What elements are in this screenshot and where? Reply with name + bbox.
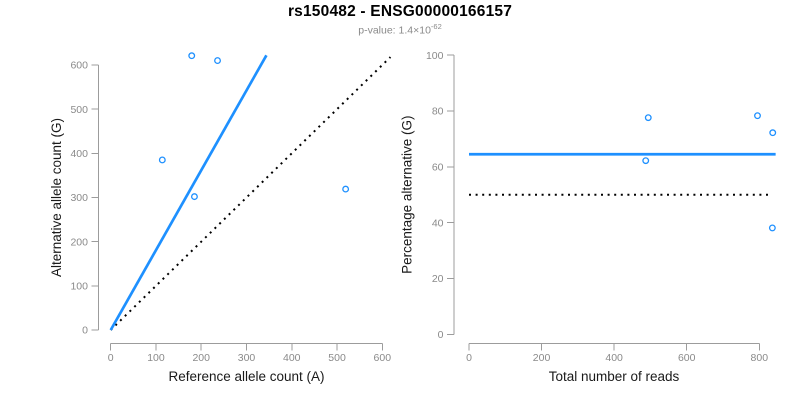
y-tick-label: 40 xyxy=(432,217,444,229)
y-tick-label: 100 xyxy=(70,281,88,293)
data-point xyxy=(642,157,650,165)
fit-line xyxy=(109,54,268,331)
x-tick-label: 200 xyxy=(533,352,551,364)
data-point xyxy=(188,52,196,60)
y-tick-label: 60 xyxy=(432,161,444,173)
left-plot-group: 0 100 200 300 400 500 600 0 100 200 300 400 500 600 xyxy=(70,52,392,364)
y-tick-label: 200 xyxy=(70,236,88,248)
page-title: rs150482 - ENSG00000166157 xyxy=(287,3,513,20)
y-tick-label: 600 xyxy=(70,60,88,72)
y-tick-label: 0 xyxy=(82,325,88,337)
x-tick-label: 0 xyxy=(108,352,114,364)
data-point xyxy=(754,112,761,120)
y-tick-label: 80 xyxy=(432,106,444,118)
data-point xyxy=(190,193,198,201)
x-tick-label: 500 xyxy=(328,352,346,364)
data-point xyxy=(214,57,221,65)
x-axis-title-left: Reference allele count (A) xyxy=(168,369,324,384)
data-point xyxy=(768,224,776,232)
right-plot-group: 0 20 40 60 80 100 0 200 400 600 800 xyxy=(426,50,777,364)
pvalue-subtitle: p-value: 1.4×10-62 xyxy=(0,22,800,37)
y-axis-title-left: Alternative allele count (G) xyxy=(49,118,64,277)
y-tick-label: 400 xyxy=(70,148,88,160)
data-point xyxy=(644,114,652,122)
y-tick-label: 500 xyxy=(70,104,88,116)
x-tick-label: 300 xyxy=(238,352,256,364)
x-tick-label: 0 xyxy=(466,352,472,364)
y-tick-label: 300 xyxy=(70,192,88,204)
pvalue-exponent: -62 xyxy=(430,22,442,31)
y-tick-label: 0 xyxy=(438,329,444,341)
x-tick-label: 400 xyxy=(283,352,301,364)
y-axis-title-right: Percentage alternative (G) xyxy=(400,116,415,274)
x-tick-label: 800 xyxy=(751,352,769,364)
x-tick-label: 600 xyxy=(678,352,696,364)
reference-line xyxy=(110,56,392,331)
x-tick-label: 200 xyxy=(192,352,210,364)
pvalue-text: p-value: 1.4×10 xyxy=(358,24,431,37)
data-point xyxy=(342,185,350,193)
y-tick-label: 100 xyxy=(426,50,444,62)
x-tick-label: 600 xyxy=(374,352,392,364)
x-axis-title-right: Total number of reads xyxy=(549,369,680,384)
data-point xyxy=(769,129,777,137)
x-tick-label: 100 xyxy=(147,352,165,364)
data-point xyxy=(158,156,166,164)
y-tick-label: 20 xyxy=(432,273,444,285)
x-tick-label: 400 xyxy=(605,352,623,364)
